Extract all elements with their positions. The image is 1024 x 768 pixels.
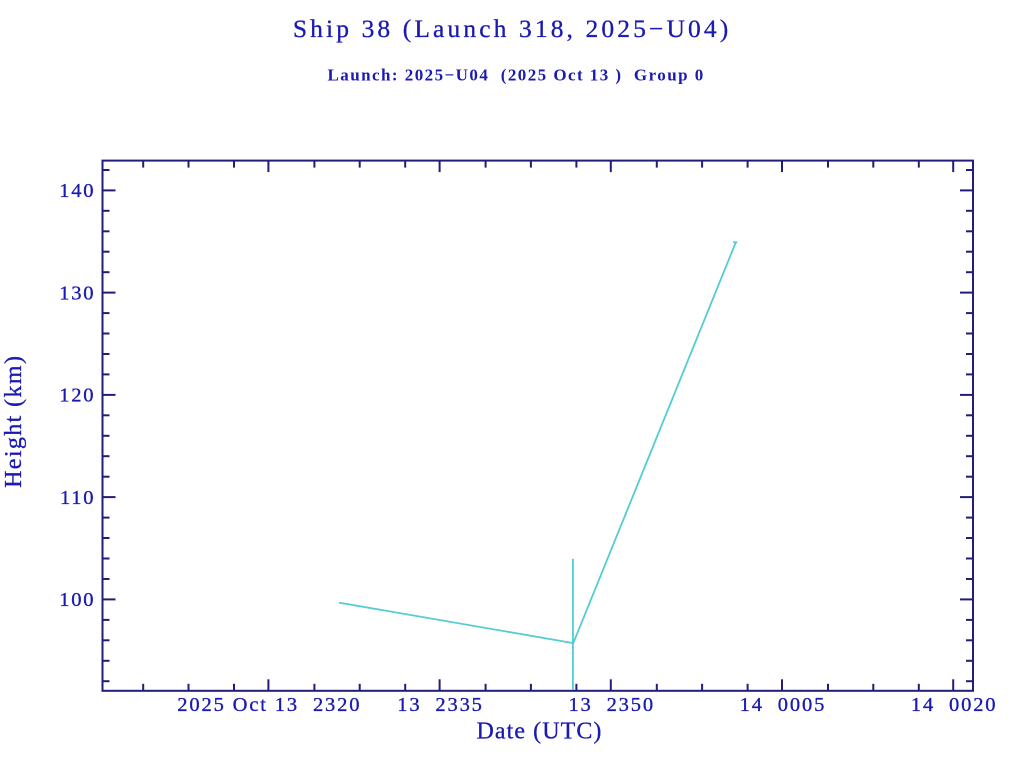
svg-text:120: 120 xyxy=(59,385,95,407)
svg-text:14 0020: 14 0020 xyxy=(911,694,998,716)
svg-text:100: 100 xyxy=(59,589,95,611)
svg-text:13 2350: 13 2350 xyxy=(568,694,655,716)
svg-text:110: 110 xyxy=(60,487,95,509)
svg-text:Ship 38 (Launch 318, 2025−U04): Ship 38 (Launch 318, 2025−U04) xyxy=(293,14,731,43)
svg-text:Date (UTC): Date (UTC) xyxy=(477,719,603,745)
svg-text:130: 130 xyxy=(59,282,95,304)
svg-text:Height (km): Height (km) xyxy=(1,355,27,488)
svg-text:13 2335: 13 2335 xyxy=(397,694,484,716)
svg-text:14 0005: 14 0005 xyxy=(740,694,827,716)
svg-text:2025 Oct 13 2320: 2025 Oct 13 2320 xyxy=(177,694,361,716)
svg-text:140: 140 xyxy=(59,180,95,202)
svg-text:Launch: 2025−U04 (2025 Oct 13: Launch: 2025−U04 (2025 Oct 13 ) Group 0 xyxy=(327,66,704,85)
